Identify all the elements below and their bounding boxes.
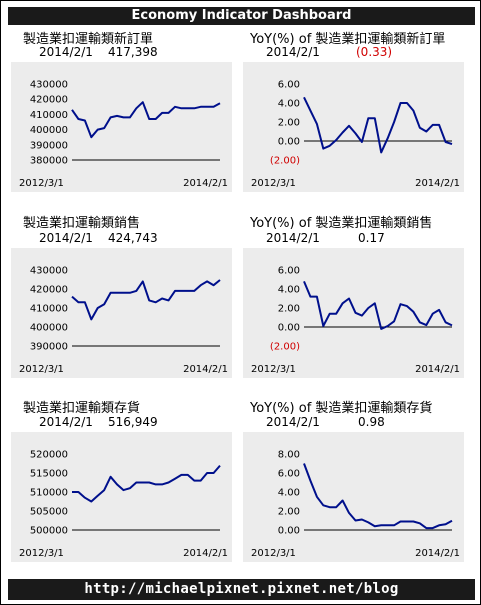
- x-axis-end-label: 2014/2/1: [183, 548, 228, 559]
- y-tick-label: 390000: [30, 140, 68, 151]
- chart-svg: 430000 420000 410000 400000 390000 380000 2012…: [19, 80, 228, 190]
- y-tick-label: 0.00: [278, 137, 300, 148]
- x-axis-start-label: 2012/3/1: [251, 548, 296, 559]
- chart-svg: 6.00 4.00 2.00 0.00 (2.00) 2012/3/1 2014/2/1: [251, 80, 460, 190]
- x-axis-start-label: 2012/3/1: [251, 364, 296, 375]
- latest-value: 516,949: [108, 415, 158, 429]
- y-tick-label: 0.00: [278, 323, 300, 334]
- y-tick-label: 4.00: [278, 99, 300, 110]
- latest-value: 0.98: [358, 415, 385, 429]
- y-tick-label: (2.00): [270, 156, 300, 167]
- latest-date: 2014/2/1: [39, 415, 93, 429]
- y-tick-label: 400000: [30, 125, 68, 136]
- y-tick-label: 420000: [30, 285, 68, 296]
- x-axis-end-label: 2014/2/1: [183, 178, 228, 189]
- y-tick-label: 2.00: [278, 118, 300, 129]
- y-tick-label: 6.00: [278, 266, 300, 277]
- y-tick-label: 4.00: [278, 285, 300, 296]
- series-line: [303, 281, 453, 330]
- x-axis-start-label: 2012/3/1: [251, 178, 296, 189]
- series-line: [72, 464, 221, 503]
- y-tick-label: 2.00: [278, 507, 300, 518]
- y-tick-label: 4.00: [278, 488, 300, 499]
- chart-panel: 520000 515000 510000 505000 500000 2012/3/1 20…: [11, 432, 232, 562]
- latest-value: (0.33): [356, 45, 393, 59]
- y-tick-label: 6.00: [278, 80, 300, 91]
- y-tick-label: 6.00: [278, 469, 300, 480]
- y-tick-label: 520000: [30, 450, 68, 461]
- y-tick-label: 2.00: [278, 304, 300, 315]
- chart-title: 製造業扣運輸類銷售: [23, 216, 141, 231]
- latest-value: 417,398: [108, 45, 158, 59]
- y-tick-label: 510000: [30, 488, 68, 499]
- chart-svg: 6.00 4.00 2.00 0.00 (2.00) 2012/3/1 2014/2/1: [251, 266, 460, 376]
- latest-value: 424,743: [108, 231, 158, 245]
- x-axis-start-label: 2012/3/1: [19, 364, 64, 375]
- y-tick-label: 390000: [30, 342, 68, 353]
- y-tick-label: 410000: [30, 110, 68, 121]
- latest-date: 2014/2/1: [266, 45, 320, 59]
- chart-panel: 6.00 4.00 2.00 0.00 (2.00) 2012/3/1 2014/2/1: [243, 248, 464, 378]
- y-tick-label: 410000: [30, 304, 68, 315]
- x-axis-end-label: 2014/2/1: [183, 364, 228, 375]
- chart-panel: 430000 420000 410000 400000 390000 2012/3/1 20…: [11, 248, 232, 378]
- chart-title: YoY(%) of 製造業扣運輸類存貨: [250, 401, 433, 416]
- chart-svg: 8.00 6.00 4.00 2.00 0.00 2012/3/1 2014/2/1: [251, 450, 460, 560]
- x-axis-start-label: 2012/3/1: [19, 548, 64, 559]
- y-tick-label: 430000: [30, 266, 68, 277]
- x-axis-end-label: 2014/2/1: [415, 178, 460, 189]
- latest-date: 2014/2/1: [266, 231, 320, 245]
- chart-panel: 430000 420000 410000 400000 390000 380000 2012…: [11, 62, 232, 192]
- series-line: [71, 101, 221, 139]
- chart-panel: 6.00 4.00 2.00 0.00 (2.00) 2012/3/1 2014/2/1: [243, 62, 464, 192]
- series-line: [303, 463, 453, 530]
- latest-date: 2014/2/1: [266, 415, 320, 429]
- x-axis-end-label: 2014/2/1: [415, 548, 460, 559]
- y-tick-label: 400000: [30, 323, 68, 334]
- y-tick-label: 380000: [30, 156, 68, 167]
- chart-panel: 8.00 6.00 4.00 2.00 0.00 2012/3/1 2014/2/1: [243, 432, 464, 562]
- latest-value: 0.17: [358, 231, 385, 245]
- y-tick-label: 515000: [30, 469, 68, 480]
- blog-url-link[interactable]: http://michaelpixnet.pixnet.net/blog: [8, 579, 475, 600]
- chart-title: YoY(%) of 製造業扣運輸類銷售: [250, 216, 433, 231]
- y-tick-label: 8.00: [278, 450, 300, 461]
- chart-title: YoY(%) of 製造業扣運輸類新訂單: [250, 32, 446, 47]
- series-line: [71, 279, 221, 321]
- series-line: [303, 96, 453, 154]
- x-axis-start-label: 2012/3/1: [19, 178, 64, 189]
- y-tick-label: 500000: [30, 526, 68, 537]
- y-tick-label: 0.00: [278, 526, 300, 537]
- dashboard-title: Economy Indicator Dashboard: [8, 7, 475, 25]
- y-tick-label: (2.00): [270, 342, 300, 353]
- y-tick-label: 505000: [30, 507, 68, 518]
- chart-svg: 430000 420000 410000 400000 390000 2012/3/1 20…: [19, 266, 228, 376]
- chart-svg: 520000 515000 510000 505000 500000 2012/3/1 20…: [19, 450, 228, 560]
- y-tick-label: 430000: [30, 80, 68, 91]
- latest-date: 2014/2/1: [39, 231, 93, 245]
- x-axis-end-label: 2014/2/1: [415, 364, 460, 375]
- y-tick-label: 420000: [30, 95, 68, 106]
- chart-title: 製造業扣運輸類存貨: [23, 401, 141, 416]
- latest-date: 2014/2/1: [39, 45, 93, 59]
- chart-title: 製造業扣運輸類新訂單: [23, 32, 154, 47]
